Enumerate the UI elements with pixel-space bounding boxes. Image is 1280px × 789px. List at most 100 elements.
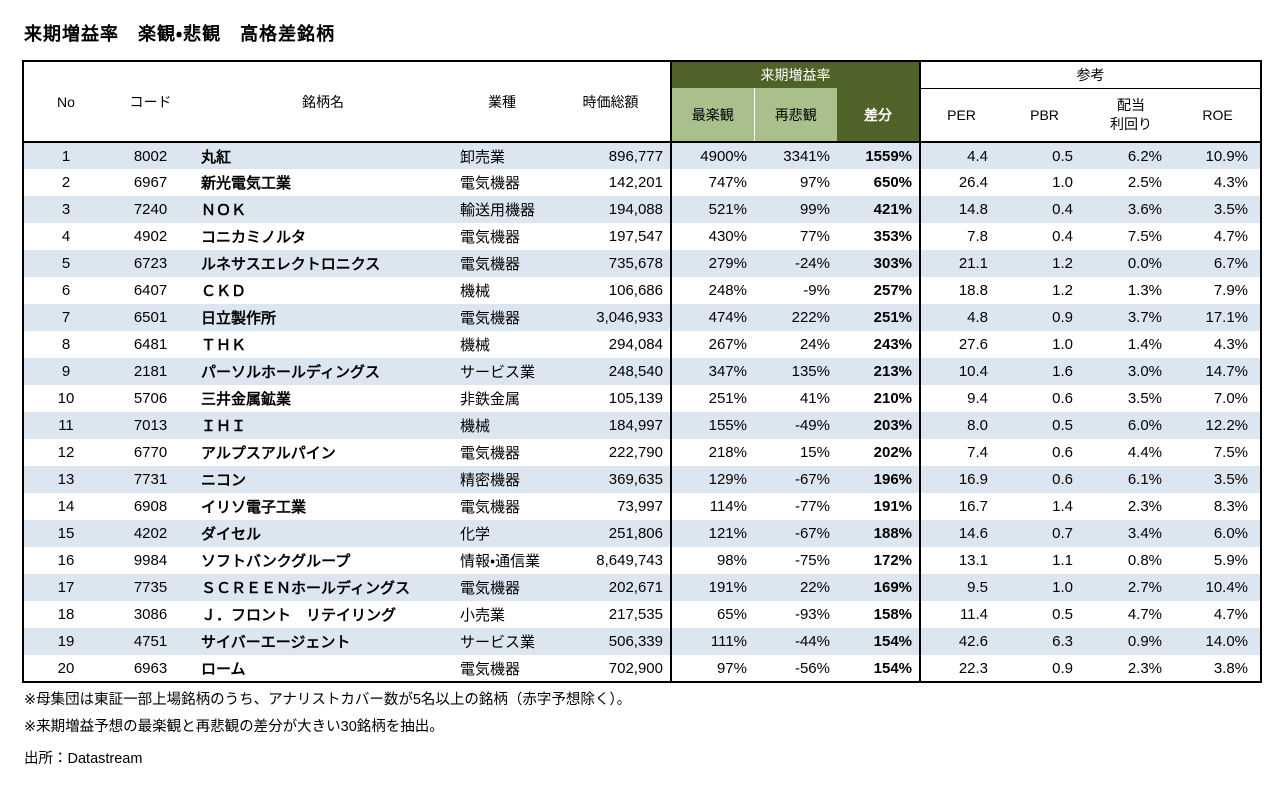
col-header-pbr: PBR <box>1002 88 1088 143</box>
cell-opt: 267% <box>670 331 754 358</box>
cell-code: 6908 <box>133 498 168 515</box>
cell-yield: 0.8% <box>1127 552 1163 569</box>
cell-diff: 202% <box>873 444 913 461</box>
cell-per: 7.4 <box>919 439 1003 466</box>
cell-name: ダイセル <box>201 526 262 543</box>
cell-per: 21.1 <box>919 250 1003 277</box>
col-header-no: No <box>23 61 108 143</box>
cell-roe: 10.9% <box>1205 147 1249 165</box>
footnote-population: ※母集団は東証一部上場銘柄のうち、アナリストカバー数が5名以上の銘柄（赤字予想除… <box>24 692 632 708</box>
cell-name: ソフトバンクグループ <box>201 553 351 570</box>
cell-name: 丸紅 <box>201 148 232 166</box>
table-row: 17 7735 ＳＣＲＥＥＮホールディングス 電気機器 202,671 191% 22% 16… <box>23 574 1262 601</box>
cell-name: サイバーエージェント <box>201 634 351 651</box>
cell-name: ＣＫＤ <box>201 283 247 300</box>
cell-diff: 303% <box>873 255 913 272</box>
cell-mcap: 184,997 <box>608 417 663 434</box>
cell-no: 7 <box>61 309 71 326</box>
cell-pbr: 0.7 <box>1052 525 1074 542</box>
table-row: 12 6770 アルプスアルパイン 電気機器 222,790 218% 15% 202% 7.4… <box>23 439 1262 466</box>
cell-industry: 電気機器 <box>460 580 521 597</box>
cell-code: 7735 <box>133 579 168 596</box>
cell-name: ＩＨＩ <box>201 418 247 435</box>
cell-yield: 6.0% <box>1127 417 1163 434</box>
cell-per: 4.4 <box>919 142 1003 169</box>
cell-name: イリソ電子工業 <box>201 499 307 516</box>
cell-opt: 4900% <box>670 142 754 169</box>
cell-per: 9.4 <box>919 385 1003 412</box>
cell-opt: 111% <box>670 628 754 655</box>
table-row: 6 6407 ＣＫＤ 機械 106,686 248% -9% 257% 18.8 1.2 1.3% 7… <box>23 277 1262 304</box>
cell-yield: 3.7% <box>1127 309 1163 326</box>
cell-diff: 353% <box>873 228 913 245</box>
cell-pbr: 1.2 <box>1052 255 1074 272</box>
table-header: No コード 銘柄名 業種 時価総額 来期増益率 参考 最楽観 再悲観 差分 P… <box>23 61 1262 143</box>
cell-pbr: 1.0 <box>1052 579 1074 596</box>
cell-yield: 1.3% <box>1127 282 1163 299</box>
col-header-difference: 差分 <box>837 88 922 143</box>
cell-pess: 222% <box>791 309 830 326</box>
cell-pess: -93% <box>794 606 830 623</box>
cell-pess: -44% <box>794 633 830 650</box>
cell-no: 10 <box>57 390 75 407</box>
table-row: 19 4751 サイバーエージェント サービス業 506,339 111% -44% 154%… <box>23 628 1262 655</box>
table-sub-header-row: 最楽観 再悲観 差分 PER PBR 配当 利回り ROE <box>23 88 1262 143</box>
cell-roe: 4.3% <box>1213 336 1249 353</box>
cell-pess: 41% <box>799 390 830 407</box>
cell-industry: 機械 <box>460 337 491 354</box>
cell-industry: 卸売業 <box>460 148 506 166</box>
cell-diff: 243% <box>873 336 913 353</box>
cell-name: ＮＯＫ <box>201 202 247 219</box>
cell-code: 6770 <box>133 444 168 461</box>
cell-code: 7240 <box>133 201 168 218</box>
cell-pess: -56% <box>794 659 830 677</box>
cell-yield: 0.0% <box>1127 255 1163 272</box>
cell-name: 三井金属鉱業 <box>201 391 292 408</box>
cell-code: 7013 <box>133 417 168 434</box>
cell-diff: 172% <box>873 552 913 569</box>
cell-name: ニコン <box>201 472 247 489</box>
cell-pess: 15% <box>799 444 830 461</box>
cell-mcap: 8,649,743 <box>596 552 663 569</box>
cell-per: 18.8 <box>919 277 1003 304</box>
cell-diff: 191% <box>873 498 913 515</box>
table-row: 20 6963 ローム 電気機器 702,900 97% -56% 154% 22.3 0.9 2.… <box>23 655 1262 682</box>
cell-industry: 電気機器 <box>460 660 521 678</box>
cell-industry: サービス業 <box>460 364 536 381</box>
group-header-gain-rate: 来期増益率 <box>669 61 922 88</box>
cell-opt: 251% <box>670 385 754 412</box>
table-row: 1 8002 丸紅 卸売業 896,777 4900% 3341% 1559% 4.4 0.5 6.… <box>23 142 1262 169</box>
table-row: 9 2181 パーソルホールディングス サービス業 248,540 347% 135% 213… <box>23 358 1262 385</box>
cell-roe: 12.2% <box>1205 417 1249 434</box>
cell-pess: -77% <box>794 498 830 515</box>
cell-opt: 747% <box>670 169 754 196</box>
cell-no: 9 <box>61 363 71 380</box>
group-header-reference: 参考 <box>920 61 1262 89</box>
cell-per: 22.3 <box>919 655 1003 682</box>
cell-roe: 10.4% <box>1205 579 1249 596</box>
cell-per: 16.9 <box>919 466 1003 493</box>
cell-code: 6501 <box>133 309 168 326</box>
cell-no: 18 <box>57 606 75 623</box>
cell-mcap: 222,790 <box>608 444 663 461</box>
cell-no: 5 <box>61 255 71 272</box>
cell-industry: 電気機器 <box>460 175 521 192</box>
cell-no: 15 <box>57 525 75 542</box>
cell-diff: 169% <box>873 579 913 596</box>
cell-diff: 154% <box>873 633 913 650</box>
cell-yield: 4.7% <box>1127 606 1163 623</box>
cell-mcap: 294,084 <box>608 336 663 353</box>
cell-pbr: 0.6 <box>1052 471 1074 488</box>
cell-roe: 4.3% <box>1213 174 1249 191</box>
cell-pbr: 0.5 <box>1052 417 1074 434</box>
cell-code: 8002 <box>133 147 168 165</box>
cell-per: 14.6 <box>919 520 1003 547</box>
cell-mcap: 248,540 <box>608 363 663 380</box>
cell-diff: 210% <box>873 390 913 407</box>
table-row: 15 4202 ダイセル 化学 251,806 121% -67% 188% 14.6 0.7 3.… <box>23 520 1262 547</box>
cell-pess: 77% <box>799 228 830 245</box>
col-header-name: 銘柄名 <box>193 61 453 143</box>
cell-per: 13.1 <box>919 547 1003 574</box>
page: 来期増益率 楽観・悲観 高格差銘柄 No コード 銘柄名 業種 時価総額 来期増… <box>22 24 1263 767</box>
cell-code: 5706 <box>133 390 168 407</box>
